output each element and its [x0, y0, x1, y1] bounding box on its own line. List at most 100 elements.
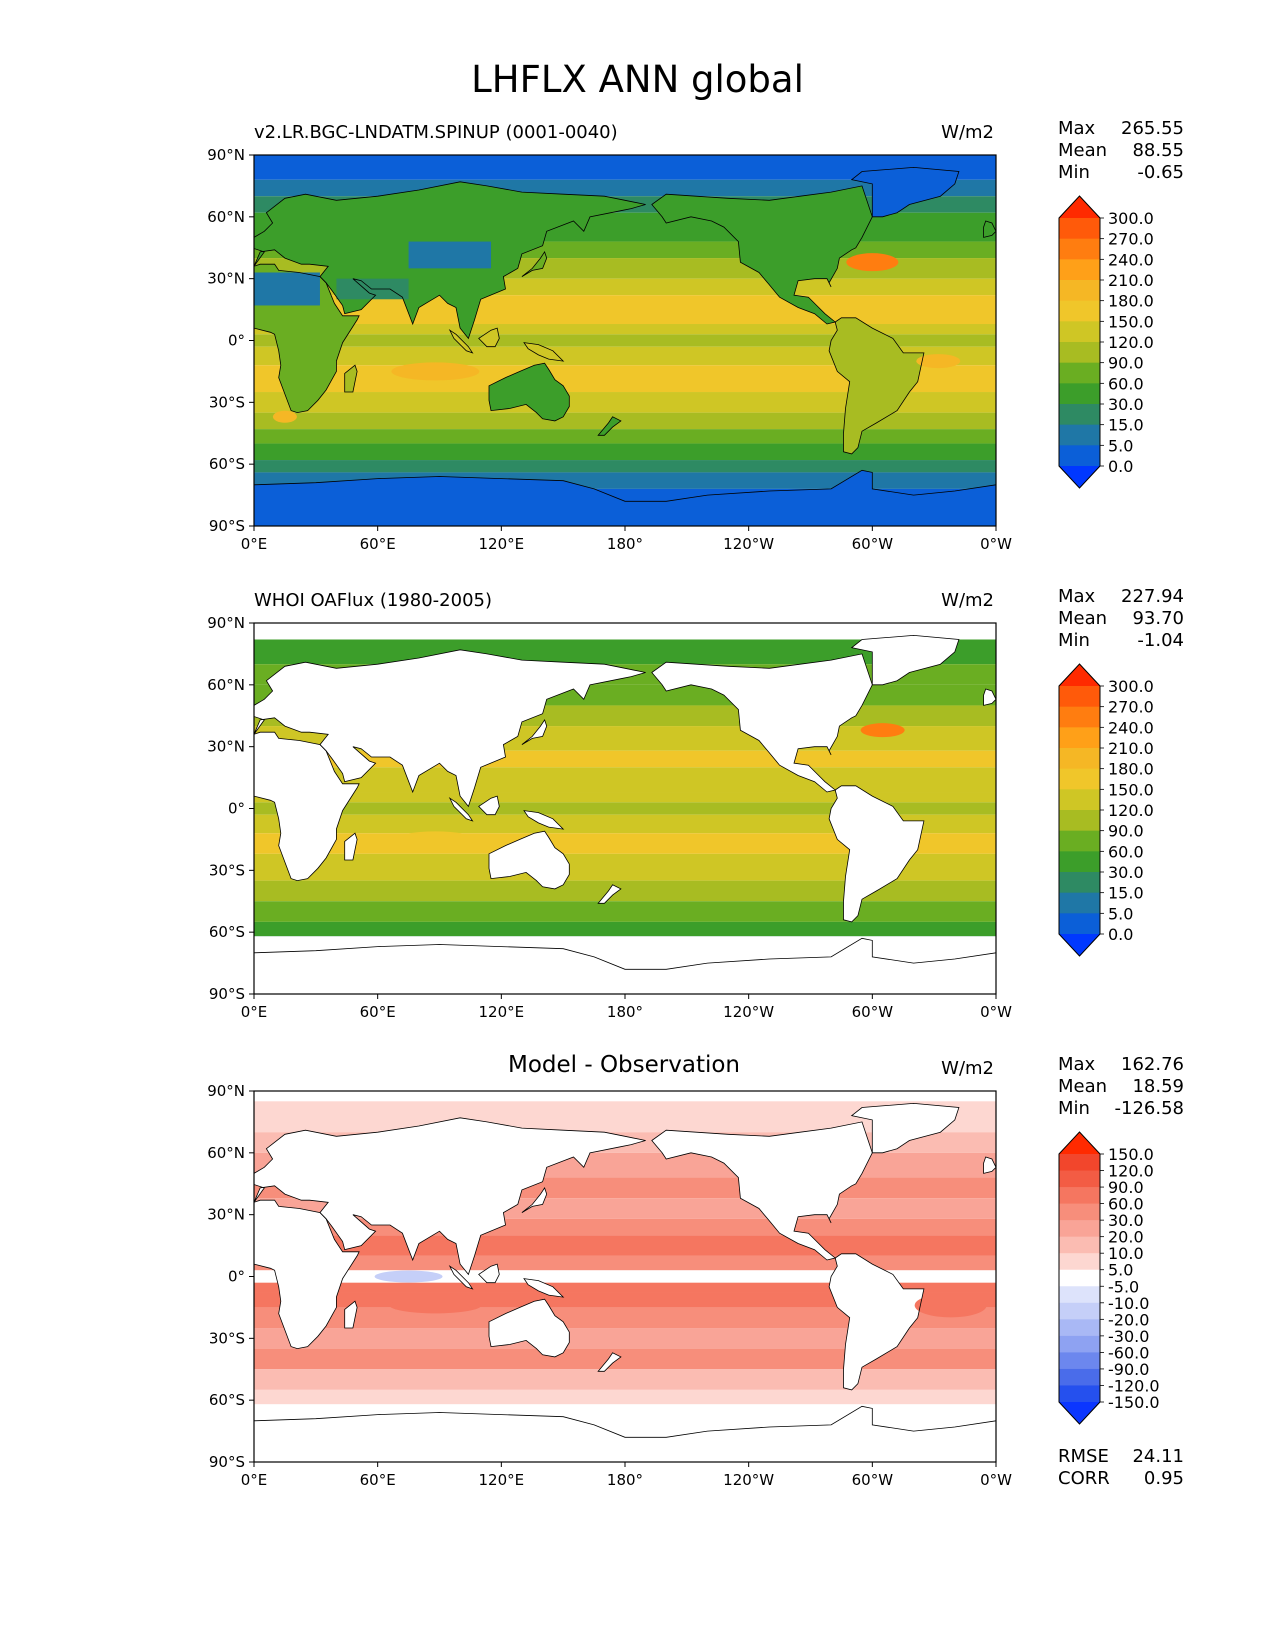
colorbar-label: 30.0 — [1108, 1211, 1144, 1230]
coastline — [651, 185, 873, 325]
coastline — [850, 166, 960, 218]
colorbar-segment — [1059, 768, 1100, 790]
y-tick-label: 30°N — [207, 270, 245, 288]
coastline — [521, 718, 548, 745]
x-tick-label: 60°E — [360, 1471, 396, 1489]
stat-value: -126.58 — [1114, 1098, 1184, 1119]
colorbar-label: -120.0 — [1108, 1376, 1160, 1395]
coastline — [488, 1298, 570, 1358]
colorbar-segment — [1059, 1187, 1100, 1205]
colorbar-segment — [1059, 238, 1100, 260]
colorbar-segment — [1059, 218, 1100, 240]
colorbar-segment — [1059, 383, 1100, 405]
coastline — [651, 653, 873, 793]
agulhas-hotspot — [272, 410, 297, 423]
colorbar-segment — [1059, 1352, 1100, 1370]
coastline — [523, 810, 565, 830]
colorbar-label: -5.0 — [1108, 1277, 1139, 1296]
x-tick-label: 0°E — [241, 535, 268, 553]
contour-band — [254, 901, 996, 922]
contour-band — [254, 392, 996, 413]
contour-band — [254, 1389, 996, 1405]
stat-value: -0.65 — [1137, 162, 1184, 183]
land-region — [598, 416, 621, 436]
central-asia-region — [408, 241, 492, 269]
map-fill — [254, 155, 996, 526]
y-tick-label: 90°S — [209, 517, 245, 535]
contour-band — [254, 334, 996, 347]
negative-anomaly — [374, 1270, 443, 1283]
land-mask — [598, 1352, 621, 1372]
x-tick-label: 60°E — [360, 535, 396, 553]
coastline — [344, 364, 358, 393]
coastline — [521, 1186, 548, 1213]
colorbar-label: 60.0 — [1108, 1195, 1144, 1214]
land-region — [489, 363, 570, 421]
y-tick-label: 60°N — [207, 208, 245, 226]
x-tick-label: 0°W — [980, 1003, 1012, 1021]
stat-label: Mean — [1058, 608, 1108, 629]
y-tick-label: 60°S — [209, 455, 245, 473]
colorbar-label: 120.0 — [1108, 801, 1154, 820]
colorbar-segment — [1059, 1269, 1100, 1287]
colorbar-segment — [1059, 851, 1100, 873]
gulf-stream-hotspot — [860, 723, 905, 738]
land-mask — [851, 635, 959, 685]
positive-anomaly — [389, 1297, 482, 1314]
colorbar-segment — [1059, 872, 1100, 894]
land-region — [449, 330, 473, 353]
coastline — [478, 327, 500, 348]
colorbar-segment — [1059, 1170, 1100, 1188]
stat-value: -1.04 — [1137, 630, 1184, 651]
y-tick-label: 30°N — [207, 1206, 245, 1224]
colorbar-label: 90.0 — [1108, 822, 1144, 841]
contour-band — [254, 1255, 996, 1271]
observation-panel: WHOI OAFlux (1980-2005) W/m2 Max 227.94 M… — [0, 586, 1275, 1050]
map-plot: 0°E 60°E 120°E 180° 120°W 60°W 0°W 90°N 60°N 30°N… — [207, 1082, 1160, 1489]
colorbar-segment — [1059, 321, 1100, 343]
x-tick-label: 0°E — [241, 1003, 268, 1021]
x-tick-label: 0°W — [980, 535, 1012, 553]
contour-band — [254, 295, 996, 325]
coastline — [597, 416, 622, 436]
colorbar-label: -10.0 — [1108, 1294, 1149, 1313]
panel-title: Model - Observation — [507, 1052, 741, 1078]
colorbar-label: 30.0 — [1108, 395, 1144, 414]
contour-band — [254, 324, 996, 335]
colorbar-label: 210.0 — [1108, 739, 1154, 758]
x-tick-label: 60°E — [360, 1003, 396, 1021]
contour-band — [254, 1348, 996, 1370]
stat-label: Mean — [1058, 1076, 1108, 1097]
colorbar-label: 150.0 — [1108, 312, 1154, 331]
contour-band — [254, 1328, 996, 1349]
model-panel: v2.LR.BGC-LNDATM.SPINUP (0001-0040) W/m2… — [0, 118, 1275, 582]
stats-box: Max 162.76 Mean 18.59 Min -126.58 — [1058, 1054, 1184, 1120]
stat-label: Min — [1058, 630, 1090, 651]
contour-band — [254, 814, 996, 834]
stat-label: Min — [1058, 162, 1090, 183]
x-tick-label: 180° — [607, 1471, 643, 1489]
coastline — [850, 634, 960, 686]
stat-value: 265.55 — [1121, 118, 1184, 139]
land-region — [651, 185, 873, 324]
land-mask — [651, 653, 873, 792]
colorbar-segment — [1059, 810, 1100, 832]
colorbar-label: 300.0 — [1108, 209, 1154, 228]
stat-label: Mean — [1058, 140, 1108, 161]
land-mask — [524, 810, 564, 830]
stat-value: 18.59 — [1132, 1076, 1184, 1097]
coastline — [254, 263, 360, 414]
colorbar-segment — [1059, 1203, 1100, 1221]
colorbar-label: 0.0 — [1108, 457, 1133, 476]
coastline — [651, 1121, 873, 1261]
y-tick-label: 60°S — [209, 923, 245, 941]
contour-band — [254, 767, 996, 793]
land-region — [851, 167, 959, 217]
y-tick-label: 90°S — [209, 985, 245, 1003]
stat-value: 88.55 — [1132, 140, 1184, 161]
x-tick-label: 0°E — [241, 1471, 268, 1489]
x-tick-label: 120°W — [723, 1471, 774, 1489]
coastline — [850, 1102, 960, 1154]
colorbar-label: 60.0 — [1108, 842, 1144, 861]
colorbar-extend-bottom — [1059, 1402, 1100, 1424]
